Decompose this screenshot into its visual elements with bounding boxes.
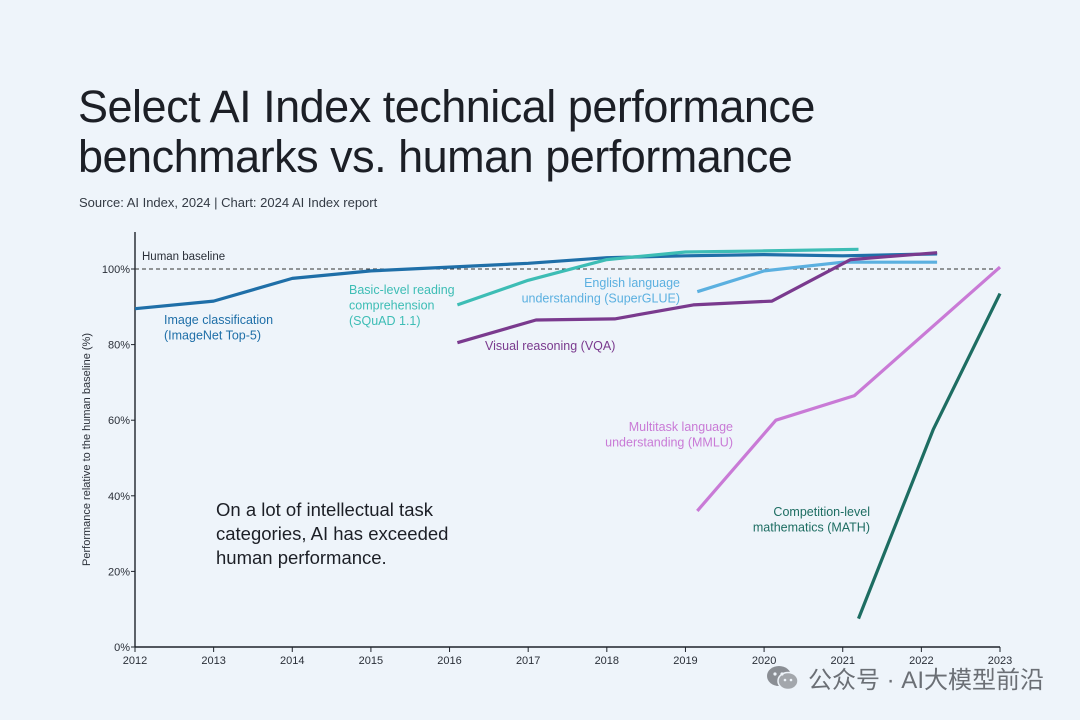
series-line-vqa [456,251,938,345]
x-tick-label: 2023 [988,655,1012,667]
annotation-text: categories, AI has exceeded [216,523,448,544]
series-label-math: Competition-level [773,505,870,519]
series-label-imagenet: Image classification [164,313,273,327]
y-tick-label: 0% [114,642,130,654]
series-label-squad: comprehension [349,299,435,313]
x-tick-label: 2013 [201,655,225,667]
series-line-superglue [696,260,938,294]
series-label-squad: Basic-level reading [349,283,455,297]
title-line-2: benchmarks vs. human performance [78,131,793,182]
series-label-squad: (SQuAD 1.1) [349,314,421,328]
watermark-text: 公众号 · AI大模型前沿 [807,667,1044,694]
series-label-mmlu: Multitask language [629,420,733,434]
y-tick-label: 40% [108,491,130,503]
y-tick-label: 60% [108,415,130,427]
x-tick-label: 2017 [516,655,540,667]
y-tick-label: 80% [108,340,130,352]
x-tick-label: 2020 [752,655,776,667]
title-line-1: Select AI Index technical performance [78,81,815,132]
y-tick-label: 20% [108,566,130,578]
x-tick-label: 2016 [437,655,461,667]
series-label-vqa: Visual reasoning (VQA) [485,339,615,353]
x-tick-label: 2021 [830,655,854,667]
series-line-math [857,292,1002,620]
series-label-mmlu: understanding (MMLU) [605,436,733,450]
x-tick-label: 2012 [123,655,147,667]
series-label-math: mathematics (MATH) [753,521,870,535]
wechat-icon [766,665,800,691]
x-tick-label: 2015 [359,655,383,667]
x-tick-label: 2019 [673,655,697,667]
annotation-text: On a lot of intellectual task [216,499,434,520]
watermark: 公众号 · AI大模型前沿 [766,660,1044,695]
series-label-superglue: understanding (SuperGLUE) [522,292,680,306]
source-note: Source: AI Index, 2024 | Chart: 2024 AI … [79,195,378,210]
series-label-imagenet: (ImageNet Top-5) [164,329,261,343]
series-line-mmlu [696,265,1002,512]
x-tick-label: 2022 [909,655,933,667]
x-tick-label: 2014 [280,655,304,667]
x-tick-label: 2018 [595,655,619,667]
series-line-squad [456,247,859,307]
human-baseline-label: Human baseline [142,251,225,263]
chart-title: Select AI Index technical performance be… [78,82,1038,182]
y-axis-label: Performance relative to the human baseli… [81,333,93,566]
series-label-superglue: English language [584,276,680,290]
series-line-imagenet [134,252,938,311]
y-tick-label: 100% [102,264,130,276]
annotation-text: human performance. [216,547,387,568]
